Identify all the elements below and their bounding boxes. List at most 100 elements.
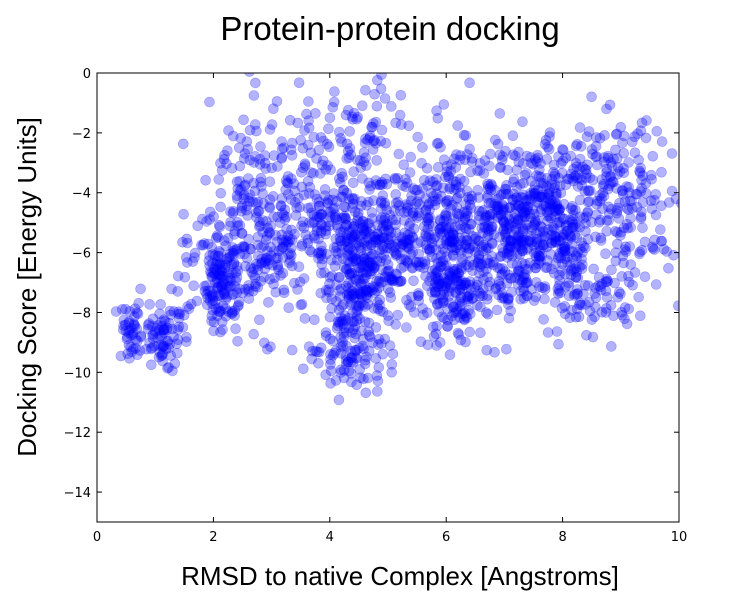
data-point xyxy=(495,162,507,173)
data-point xyxy=(542,327,554,338)
data-point xyxy=(264,194,276,205)
data-point xyxy=(456,308,468,320)
data-point xyxy=(502,210,514,222)
data-point xyxy=(286,137,298,149)
data-point xyxy=(320,369,332,381)
data-point xyxy=(374,273,386,284)
data-point xyxy=(472,257,484,268)
data-point xyxy=(514,179,526,190)
data-point xyxy=(564,259,576,271)
data-point xyxy=(315,342,327,354)
y-tick-label: −14 xyxy=(64,486,91,501)
data-point xyxy=(394,247,406,258)
data-point xyxy=(579,163,591,175)
data-point xyxy=(365,239,376,251)
data-point xyxy=(618,257,629,269)
data-point xyxy=(625,222,637,233)
data-point xyxy=(372,234,383,245)
data-point xyxy=(431,320,443,332)
data-point xyxy=(322,160,333,171)
data-point xyxy=(487,238,498,250)
data-point xyxy=(212,310,223,322)
data-point xyxy=(617,185,628,196)
data-point xyxy=(426,271,437,283)
data-point xyxy=(503,202,515,214)
data-point xyxy=(581,159,593,171)
data-point xyxy=(556,167,568,179)
data-point xyxy=(446,159,457,170)
data-point xyxy=(315,267,327,279)
data-point xyxy=(554,216,565,228)
data-point xyxy=(606,160,618,171)
data-point xyxy=(354,288,366,300)
data-point xyxy=(544,211,555,222)
data-point xyxy=(419,258,431,270)
data-point xyxy=(349,346,361,358)
data-point xyxy=(232,183,244,195)
data-point xyxy=(567,246,578,257)
data-point xyxy=(459,213,471,225)
data-point xyxy=(547,198,559,210)
data-point xyxy=(340,109,352,121)
plot-frame xyxy=(96,72,680,523)
data-point xyxy=(446,242,458,253)
data-point xyxy=(451,303,463,315)
data-point xyxy=(459,222,471,233)
data-point xyxy=(361,255,373,267)
data-point xyxy=(462,248,473,259)
data-point xyxy=(250,207,262,219)
data-point xyxy=(555,235,566,247)
data-point xyxy=(226,162,238,174)
data-point xyxy=(544,198,556,210)
data-point xyxy=(498,293,510,304)
data-point xyxy=(390,214,402,226)
data-point xyxy=(128,343,139,355)
data-point xyxy=(598,156,610,167)
data-point xyxy=(264,227,276,239)
data-point xyxy=(228,288,239,300)
data-point xyxy=(308,230,320,241)
data-point xyxy=(129,303,141,315)
data-point xyxy=(430,287,441,299)
data-point xyxy=(173,321,185,333)
data-point xyxy=(402,229,414,241)
data-point xyxy=(294,276,306,288)
data-point xyxy=(533,258,545,270)
data-point xyxy=(333,394,345,406)
data-point xyxy=(550,258,562,269)
data-point xyxy=(309,189,321,200)
data-point xyxy=(407,231,418,242)
data-point xyxy=(570,262,582,274)
data-point xyxy=(235,132,246,144)
data-point xyxy=(355,277,366,289)
data-point xyxy=(355,255,367,267)
data-point xyxy=(571,232,583,244)
data-point xyxy=(375,195,387,207)
data-point xyxy=(482,231,493,242)
data-point xyxy=(127,327,139,339)
data-point xyxy=(331,322,343,334)
data-point xyxy=(164,305,176,317)
data-point xyxy=(340,350,352,362)
data-point xyxy=(261,230,273,242)
data-point xyxy=(522,235,534,247)
data-point xyxy=(454,284,466,296)
data-point xyxy=(372,229,384,240)
data-point xyxy=(438,154,450,165)
data-point xyxy=(598,190,610,202)
data-point xyxy=(223,266,234,278)
data-point xyxy=(358,156,370,168)
data-point xyxy=(364,132,376,144)
data-point xyxy=(422,212,433,224)
data-point xyxy=(616,271,628,282)
data-point xyxy=(283,302,295,314)
data-point xyxy=(466,152,478,164)
data-point xyxy=(187,256,199,267)
data-point xyxy=(276,153,288,164)
data-point xyxy=(378,220,389,231)
data-point xyxy=(264,201,275,212)
data-point xyxy=(563,173,574,185)
data-point xyxy=(211,256,223,268)
data-point xyxy=(359,354,371,366)
data-point xyxy=(431,138,443,149)
